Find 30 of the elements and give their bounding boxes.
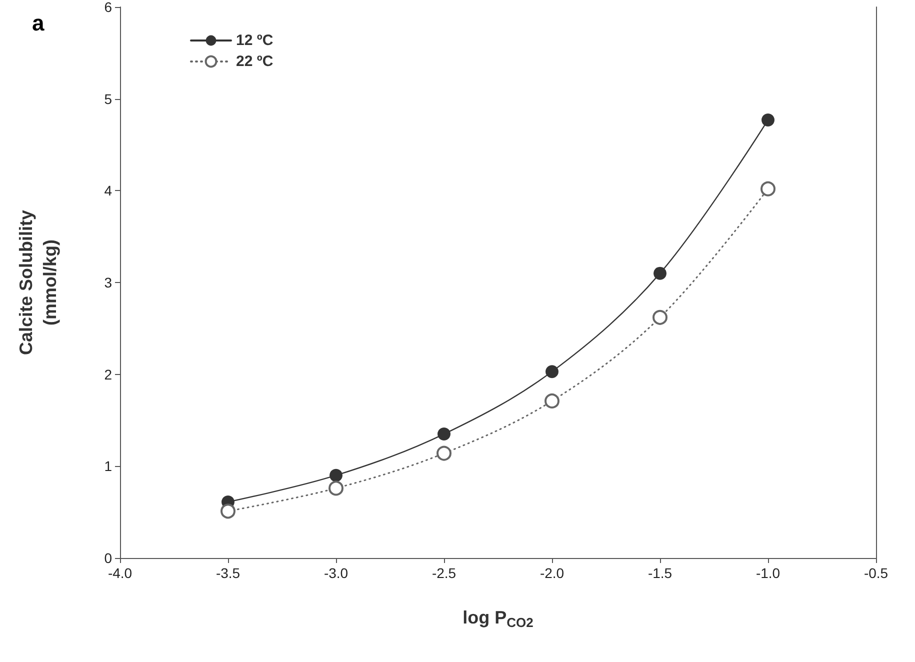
- point: [546, 365, 558, 378]
- x-tick-label: -2.0: [540, 565, 564, 581]
- y-axis-title: Calcite Solubility (mmol/kg): [16, 210, 60, 356]
- point: [438, 428, 450, 441]
- x-tick-label: -3.5: [216, 565, 240, 581]
- point: [544, 393, 560, 408]
- y-tick-label: 1: [104, 458, 112, 474]
- y-tick-label: 0: [104, 550, 112, 566]
- x-tick-label: -0.5: [864, 565, 888, 581]
- x-tick-label: -1.5: [648, 565, 672, 581]
- legend-label: 22 ºC: [236, 53, 274, 70]
- x-tick-label: -2.5: [432, 565, 456, 581]
- text: a: [32, 10, 45, 36]
- point: [652, 310, 668, 325]
- y-tick-label: 2: [104, 366, 112, 382]
- point: [760, 181, 776, 196]
- x-tick-label: -1.0: [756, 565, 780, 581]
- point: [436, 446, 452, 461]
- x-tick-label: -4.0: [108, 565, 132, 581]
- y-tick-label: 4: [104, 182, 112, 199]
- point: [328, 480, 344, 496]
- point: [330, 468, 342, 482]
- point: [220, 504, 236, 519]
- y-tick-label: 3: [104, 274, 112, 290]
- y-tick-label: 5: [104, 90, 112, 107]
- x-tick-label: -3.0: [324, 565, 348, 581]
- y-tick-label: 6: [104, 0, 112, 15]
- point: [762, 113, 774, 126]
- point: [654, 266, 666, 280]
- legend-label: 12 ºC: [236, 32, 274, 49]
